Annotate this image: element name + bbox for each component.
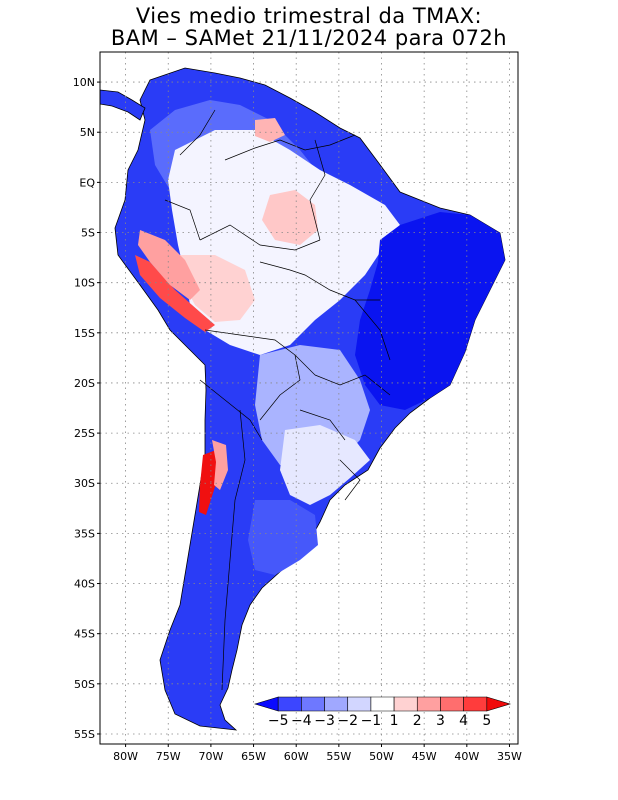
colorbar-segment [463, 696, 488, 712]
lon-tick-label: 45W [412, 750, 437, 763]
bias-zone-warm-north [262, 190, 318, 245]
bias-zone-south-pale [280, 425, 370, 505]
lat-tick-label: 50S [74, 678, 95, 691]
lat-tick-label: 5S [81, 227, 95, 240]
colorbar-label: −3 [314, 713, 335, 729]
colorbar-segment [324, 696, 349, 712]
lat-tick-label: 10N [73, 76, 95, 89]
lon-tick-label: 70W [198, 750, 223, 763]
bias-zone-andes-red [135, 255, 215, 332]
central-america [100, 89, 146, 121]
bias-zone-warm-amazon [180, 255, 255, 322]
colorbar-segment [416, 696, 441, 712]
map-title-line1: Vies medio trimestral da TMAX: [135, 4, 483, 28]
bias-zone-patagonia [248, 500, 318, 575]
colorbar-segment [253, 696, 279, 712]
lat-tick-label: 35S [74, 527, 95, 540]
lon-tick-label: 55W [326, 750, 351, 763]
lon-tick-label: 40W [454, 750, 479, 763]
lon-tick-label: 65W [241, 750, 266, 763]
lat-tick-label: 5N [80, 126, 95, 139]
country-borders [164, 109, 391, 691]
lat-tick-label: 10S [74, 277, 95, 290]
lat-tick-label: 25S [74, 427, 95, 440]
lat-tick-label: 40S [74, 578, 95, 591]
lat-tick-label: 55S [74, 728, 95, 741]
colorbar-label: 5 [482, 713, 491, 729]
lon-tick-label: 80W [113, 750, 138, 763]
colorbar-label: 4 [459, 713, 468, 729]
map-title-line2: BAM – SAMet 21/11/2024 para 072h [110, 26, 508, 50]
lat-tick-label: 20S [74, 377, 95, 390]
colorbar-segment [393, 696, 418, 712]
colorbar-label: −1 [361, 713, 382, 729]
axis-ticks: 10N 5N EQ 5S 10S 15S 20S 25S 30S 35S 40S 45S 50S 55S 8… [73, 76, 522, 763]
bias-zone-warm-guiana [255, 118, 285, 142]
lat-tick-label: EQ [79, 176, 95, 189]
bias-zone-chile-pink [212, 440, 228, 490]
lon-tick-label: 35W [497, 750, 522, 763]
colorbar-label: 1 [390, 713, 399, 729]
lon-tick-label: 50W [369, 750, 394, 763]
lat-tick-label: 30S [74, 477, 95, 490]
colorbar-segment [347, 696, 372, 712]
colorbar: −5 −4 −3 −2 −1 1 2 3 4 5 [253, 696, 512, 729]
map-frame [99, 51, 519, 745]
lat-tick-label: 15S [74, 327, 95, 340]
colorbar-segment [440, 696, 464, 712]
colorbar-segment [486, 696, 512, 712]
colorbar-segment [301, 696, 325, 712]
colorbar-label: −2 [337, 713, 358, 729]
graticule-grid [100, 52, 518, 744]
lon-tick-label: 60W [284, 750, 309, 763]
bias-zone-andes-pink [138, 230, 200, 300]
colorbar-label: −5 [268, 713, 289, 729]
colorbar-label: 3 [436, 713, 445, 729]
colorbar-segment [277, 696, 302, 712]
colorbar-label: 2 [413, 713, 422, 729]
colorbar-segment [370, 696, 395, 712]
lon-tick-label: 75W [156, 750, 181, 763]
colorbar-label: −4 [291, 713, 312, 729]
bias-zone-northeast-blue [355, 212, 505, 410]
lat-tick-label: 45S [74, 628, 95, 641]
